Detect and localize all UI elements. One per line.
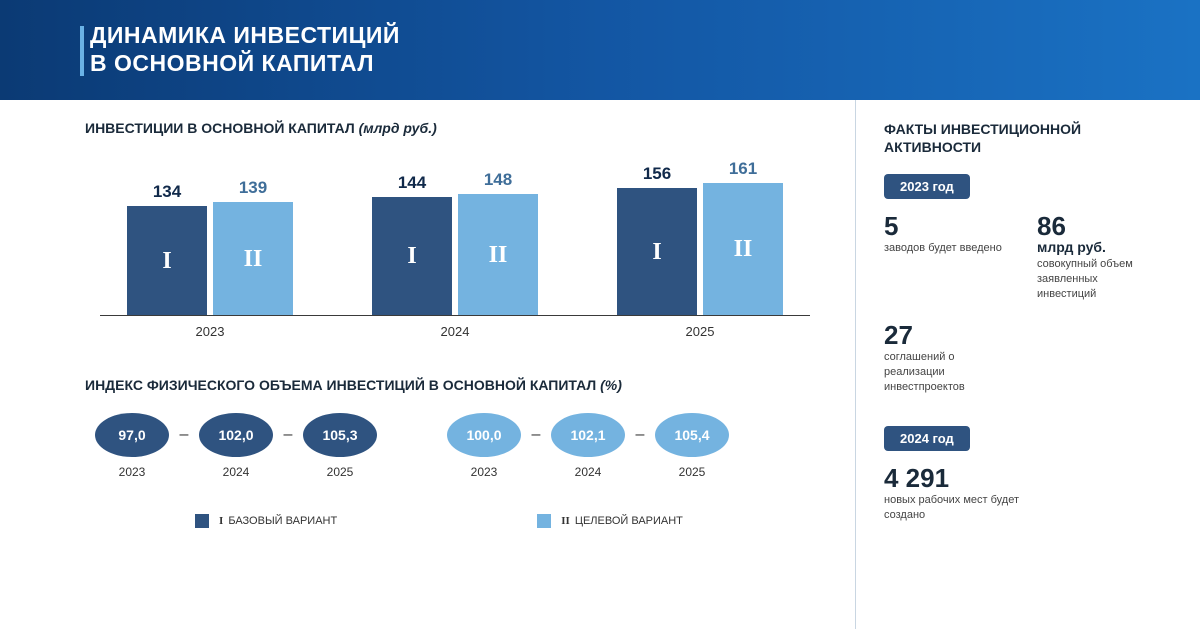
bar-base: 156I <box>617 188 697 316</box>
fact-plants-text: заводов будет введено <box>884 241 1007 256</box>
fact-jobs: 4 291 новых рабочих мест будет создано <box>884 465 1160 523</box>
index-year-label: 2023 <box>447 465 521 479</box>
bar-chart: 134I139II144I148II156I161II <box>85 146 825 316</box>
index-dash: – <box>625 426 655 444</box>
index-dash: – <box>273 426 303 444</box>
bar-roman-label: I <box>407 243 416 270</box>
facts-title: ФАКТЫ ИНВЕСТИЦИОННОЙ АКТИВНОСТИ <box>884 120 1160 156</box>
bar-base: 134I <box>127 206 207 316</box>
index-chart-unit: (%) <box>600 377 622 393</box>
bar-year-label: 2024 <box>355 324 555 339</box>
bar-year-label: 2025 <box>600 324 800 339</box>
index-ellipse: 97,0 <box>95 413 169 457</box>
index-year-group: 2023 2024 2025 <box>95 465 377 479</box>
bar-value-label: 161 <box>703 159 783 179</box>
fact-agreements: 27 соглашений о реализации инвестпроекто… <box>884 322 1160 395</box>
header-banner: ДИНАМИКА ИНВЕСТИЦИЙ В ОСНОВНОЙ КАПИТАЛ <box>0 0 1200 100</box>
content-row: ИНВЕСТИЦИИ В ОСНОВНОЙ КАПИТАЛ (млрд руб.… <box>0 100 1200 629</box>
bar-value-label: 156 <box>617 164 697 184</box>
bar-chart-unit: (млрд руб.) <box>359 120 437 136</box>
bar-chart-title-text: ИНВЕСТИЦИИ В ОСНОВНОЙ КАПИТАЛ <box>85 120 359 136</box>
bar-chart-title: ИНВЕСТИЦИИ В ОСНОВНОЙ КАПИТАЛ (млрд руб.… <box>85 120 825 136</box>
legend-base-roman: I <box>219 515 223 527</box>
fact-plants: 5 заводов будет введено <box>884 213 1007 302</box>
facts-2023-row1: 5 заводов будет введено 86 млрд руб. сов… <box>884 213 1160 314</box>
bar-value-label: 148 <box>458 170 538 190</box>
index-year-group: 2023 2024 2025 <box>447 465 729 479</box>
bar-target: 161II <box>703 183 783 316</box>
year-badge-2023: 2023 год <box>884 174 970 199</box>
index-dash: – <box>521 426 551 444</box>
legend-target-roman: II <box>561 515 570 527</box>
legend-base-label: БАЗОВЫЙ ВАРИАНТ <box>228 515 337 527</box>
bar-roman-label: II <box>244 246 263 273</box>
fact-jobs-num: 4 291 <box>884 465 1160 491</box>
legend-target-label: ЦЕЛЕВОЙ ВАРИАНТ <box>575 515 683 527</box>
bar-value-label: 139 <box>213 178 293 198</box>
fact-agreements-text: соглашений о реализации инвестпроектов <box>884 350 1014 395</box>
legend-base-swatch <box>195 514 209 528</box>
bar-target: 139II <box>213 202 293 316</box>
bar-roman-label: I <box>652 239 661 266</box>
main-column: ИНВЕСТИЦИИ В ОСНОВНОЙ КАПИТАЛ (млрд руб.… <box>0 100 855 629</box>
facts-sidebar: ФАКТЫ ИНВЕСТИЦИОННОЙ АКТИВНОСТИ 2023 год… <box>855 100 1200 629</box>
facts-title-l2: АКТИВНОСТИ <box>884 138 1160 156</box>
facts-title-l1: ФАКТЫ ИНВЕСТИЦИОННОЙ <box>884 120 1160 138</box>
fact-volume: 86 млрд руб. совокупный объем заявленных… <box>1037 213 1160 302</box>
index-chart: 97,0–102,0–105,3100,0–102,1–105,4 <box>85 413 825 457</box>
fact-volume-unit: млрд руб. <box>1037 239 1160 255</box>
bar-roman-label: II <box>734 236 753 263</box>
index-ellipse: 105,3 <box>303 413 377 457</box>
fact-volume-text: совокупный объем заявленных инвестиций <box>1037 257 1160 302</box>
index-ellipse: 105,4 <box>655 413 729 457</box>
title-line1: ДИНАМИКА ИНВЕСТИЦИЙ <box>90 22 1200 50</box>
index-dash: – <box>169 426 199 444</box>
bar-group: 156I161II <box>600 183 800 316</box>
index-series-target: 100,0–102,1–105,4 <box>447 413 729 457</box>
year-badge-2024: 2024 год <box>884 426 970 451</box>
bar-group: 134I139II <box>110 202 310 316</box>
bar-roman-label: II <box>489 242 508 269</box>
index-chart-title-text: ИНДЕКС ФИЗИЧЕСКОГО ОБЪЕМА ИНВЕСТИЦИЙ В О… <box>85 377 600 393</box>
bar-year-label: 2023 <box>110 324 310 339</box>
legend: I БАЗОВЫЙ ВАРИАНТ II ЦЕЛЕВОЙ ВАРИАНТ <box>85 514 825 528</box>
fact-plants-num: 5 <box>884 213 1007 239</box>
legend-target-swatch <box>537 514 551 528</box>
index-year-labels: 2023 2024 2025 2023 2024 2025 <box>85 465 825 479</box>
bar-value-label: 134 <box>127 182 207 202</box>
bar-base: 144I <box>372 197 452 316</box>
bar-group: 144I148II <box>355 194 555 316</box>
fact-jobs-text: новых рабочих мест будет создано <box>884 493 1034 523</box>
index-ellipse: 100,0 <box>447 413 521 457</box>
title-line2: В ОСНОВНОЙ КАПИТАЛ <box>90 50 1200 78</box>
bar-value-label: 144 <box>372 173 452 193</box>
index-year-label: 2023 <box>95 465 169 479</box>
index-chart-title: ИНДЕКС ФИЗИЧЕСКОГО ОБЪЕМА ИНВЕСТИЦИЙ В О… <box>85 377 825 393</box>
bar-target: 148II <box>458 194 538 316</box>
chart-baseline <box>100 315 810 316</box>
legend-target: II ЦЕЛЕВОЙ ВАРИАНТ <box>537 514 683 528</box>
legend-base: I БАЗОВЫЙ ВАРИАНТ <box>195 514 337 528</box>
index-series-base: 97,0–102,0–105,3 <box>95 413 377 457</box>
fact-agreements-num: 27 <box>884 322 1160 348</box>
index-ellipse: 102,1 <box>551 413 625 457</box>
index-year-label: 2024 <box>199 465 273 479</box>
header-accent-bar <box>80 26 84 76</box>
index-year-label: 2024 <box>551 465 625 479</box>
index-year-label: 2025 <box>655 465 729 479</box>
page-title: ДИНАМИКА ИНВЕСТИЦИЙ В ОСНОВНОЙ КАПИТАЛ <box>90 22 1200 77</box>
bar-year-labels: 2023 2024 2025 <box>85 316 825 339</box>
fact-volume-num: 86 <box>1037 213 1160 239</box>
bar-roman-label: I <box>162 248 171 275</box>
index-year-label: 2025 <box>303 465 377 479</box>
index-ellipse: 102,0 <box>199 413 273 457</box>
